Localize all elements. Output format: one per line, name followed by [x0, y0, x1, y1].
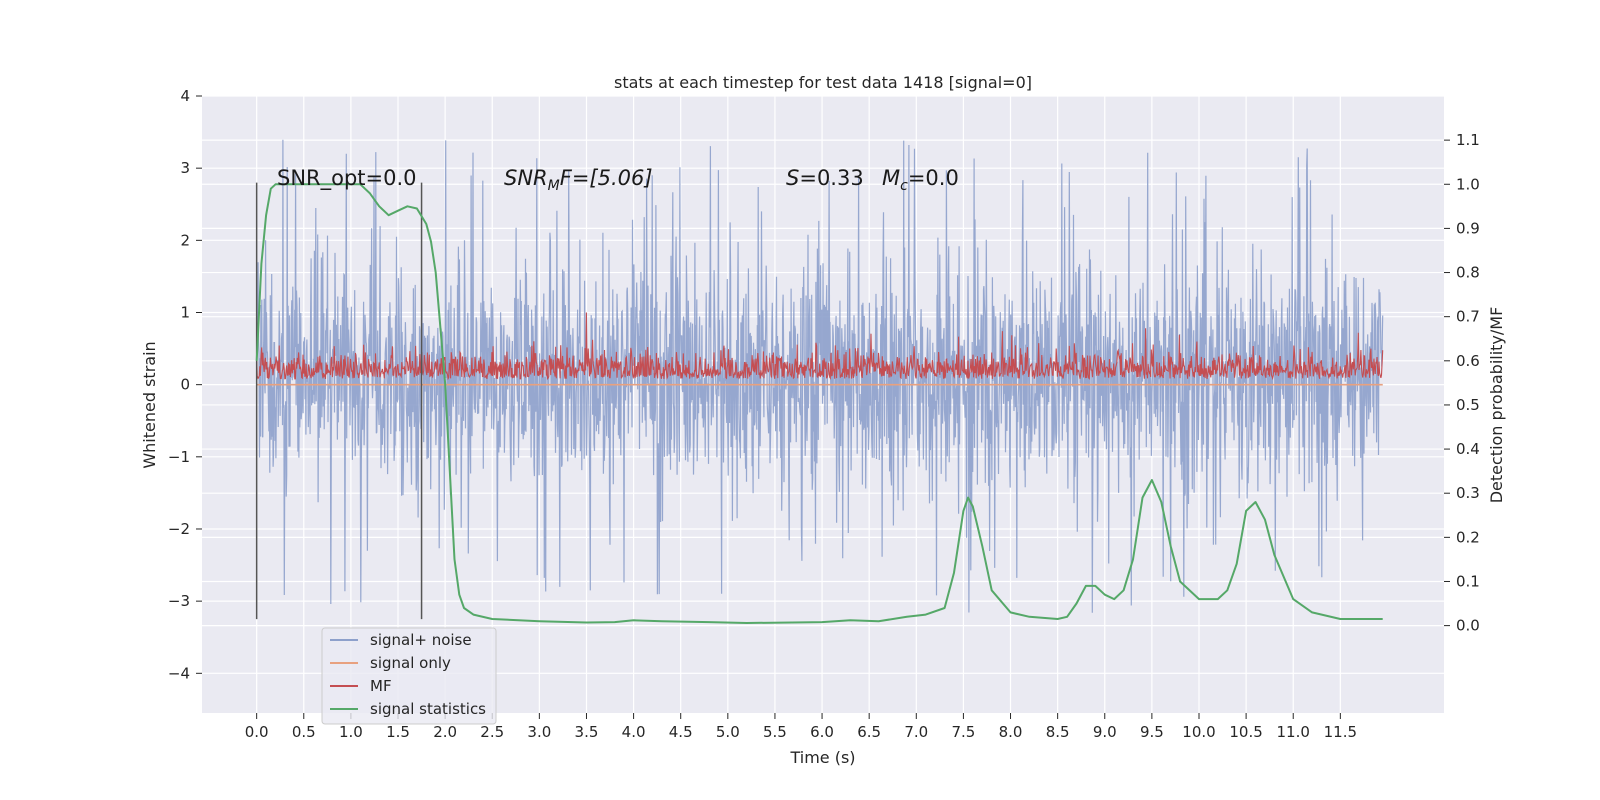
annotation-mc-sub: c: [900, 178, 908, 194]
x-tick-label: 6.0: [810, 723, 834, 741]
y2-tick-label: 0.1: [1456, 572, 1480, 590]
x-tick-label: 3.0: [527, 723, 551, 741]
line-mf: [256, 312, 1384, 381]
x-tick-label: 9.0: [1093, 723, 1117, 741]
y-tick-label: 0: [180, 376, 190, 394]
y-tick-label: −4: [168, 664, 190, 682]
x-tick-label: 8.5: [1046, 723, 1070, 741]
series-signal-noise: [256, 139, 1384, 613]
x-tick-label: 2.5: [480, 723, 504, 741]
y2-tick-label: 0.0: [1456, 617, 1480, 635]
y2-tick-label: 0.7: [1456, 308, 1480, 326]
series-mf: [256, 312, 1384, 381]
y-tick-label: 2: [180, 231, 190, 249]
y2-tick-label: 0.8: [1456, 264, 1480, 282]
x-tick-label: 0.5: [292, 723, 316, 741]
x-tick-label: 9.5: [1140, 723, 1164, 741]
y-tick-label: −1: [168, 448, 190, 466]
y-tick-label: 4: [180, 87, 190, 105]
y2-tick-label: 1.1: [1456, 131, 1480, 149]
legend-box: [321, 627, 497, 725]
annotation-snr-mf-sub: M: [548, 178, 560, 194]
x-tick-label: 6.5: [857, 723, 881, 741]
annotation-s: S=0.33: [786, 166, 864, 190]
legend-label-mf: MF: [370, 677, 392, 695]
x-tick-label: 11.5: [1324, 723, 1357, 741]
line-signal-noise: [256, 139, 1384, 613]
line-signal-statistics: [255, 183, 1383, 624]
annotation-mc-rest: =0.0: [908, 166, 959, 190]
annotation-mc-name: M: [882, 166, 900, 190]
y2-tick-label: 0.5: [1456, 396, 1480, 414]
annotation-s-name: S: [786, 166, 799, 190]
annotation-snr-mf: SNRMF=[5.06]: [504, 166, 653, 194]
x-tick-label: 0.0: [245, 723, 269, 741]
x-tick-label: 11.0: [1277, 723, 1310, 741]
x-tick-label: 7.0: [904, 723, 928, 741]
window-markers: [255, 182, 423, 620]
x-tick-label: 5.0: [716, 723, 740, 741]
x-tick-label: 3.5: [575, 723, 599, 741]
x-tick-label: 4.0: [622, 723, 646, 741]
y2-tick-label: 0.6: [1456, 352, 1480, 370]
x-tick-label: 8.0: [999, 723, 1023, 741]
y2-tick-label: 0.9: [1456, 219, 1480, 237]
x-tick-label: 10.0: [1182, 723, 1215, 741]
x-ticks: 0.0 0.5 1.0 1.5 2.0 2.5 3.0 3.5 4.0 4.5 5.0 5.5 6.0 6…: [245, 713, 1357, 741]
y-ticks-right: 1.1 1.0 0.9 0.8 0.7 0.6 0.5 0.4 0.3 0.2 0.1 0.0: [1444, 131, 1480, 635]
annotation-mc: Mc=0.0: [882, 166, 959, 194]
x-tick-label: 2.0: [433, 723, 457, 741]
x-tick-label: 4.5: [669, 723, 693, 741]
annotation-snr-opt: SNR_opt=0.0: [277, 166, 417, 191]
y2-axis-label: Detection probability/MF: [1487, 307, 1506, 504]
annotation-snr-mf-name: SNR: [504, 166, 548, 190]
y-tick-label: 3: [180, 159, 190, 177]
y-tick-label: −2: [168, 520, 190, 538]
legend-label-signal-noise: signal+ noise: [370, 631, 472, 649]
y-ticks-left: 4 3 2 1 0 −1 −2 −3 −4: [168, 87, 202, 682]
series-signal-statistics: [255, 183, 1383, 624]
legend: signal+ noise signal only MF signal stat…: [321, 627, 497, 725]
y2-tick-label: 0.4: [1456, 440, 1480, 458]
annotation-s-rest: =0.33: [799, 166, 863, 190]
y-tick-label: −3: [168, 592, 190, 610]
x-tick-label: 7.5: [951, 723, 975, 741]
y-tick-label: 1: [180, 303, 190, 321]
x-tick-label: 5.5: [763, 723, 787, 741]
chart-title: stats at each timestep for test data 141…: [614, 73, 1032, 92]
y2-tick-label: 0.2: [1456, 528, 1480, 546]
x-tick-label: 1.0: [339, 723, 363, 741]
y-axis-label: Whitened strain: [140, 341, 159, 468]
x-tick-label: 1.5: [386, 723, 410, 741]
y2-tick-label: 0.3: [1456, 484, 1480, 502]
legend-label-signal-only: signal only: [370, 654, 451, 672]
x-tick-label: 10.5: [1229, 723, 1262, 741]
y2-tick-label: 1.0: [1456, 175, 1480, 193]
annotation-snr-mf-rest: F=[5.06]: [560, 166, 653, 190]
legend-label-signal-statistics: signal statistics: [370, 700, 486, 718]
x-axis-label: Time (s): [789, 748, 855, 767]
